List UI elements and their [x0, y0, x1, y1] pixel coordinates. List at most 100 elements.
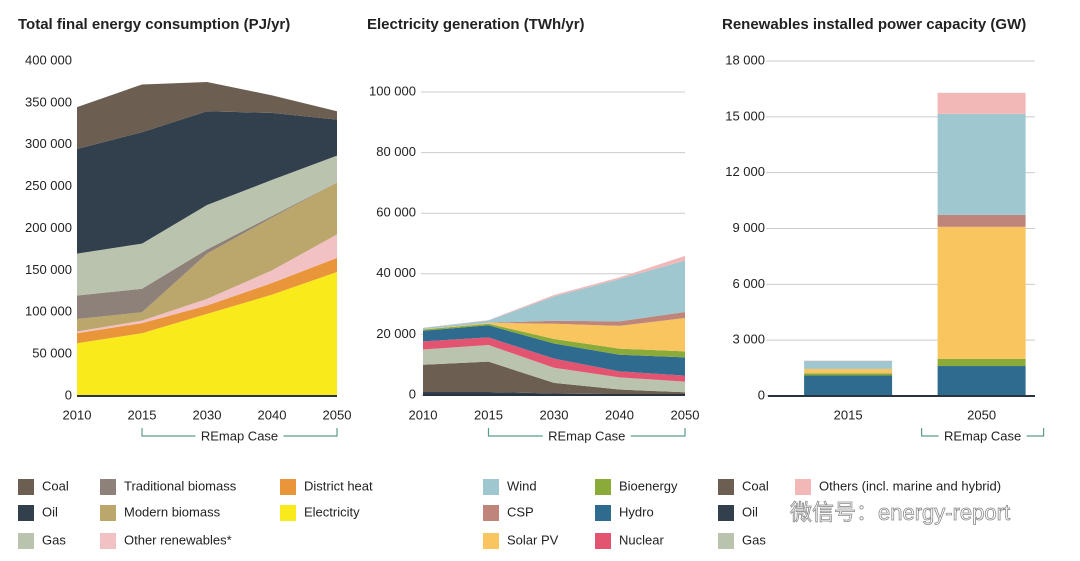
area — [423, 318, 685, 352]
y-tick-label: 40 000 — [376, 265, 416, 280]
legend-swatch — [18, 505, 34, 521]
y-tick-label: 80 000 — [376, 144, 416, 159]
y-tick-label: 15 000 — [725, 108, 765, 123]
y-tick-label: 20 000 — [376, 326, 416, 341]
watermark: 微信号：energy-report — [790, 500, 1010, 525]
legend-swatch — [718, 479, 734, 495]
area — [77, 182, 337, 332]
y-tick-label: 350 000 — [25, 94, 72, 109]
y-tick-label: 100 000 — [25, 304, 72, 319]
x-tick-label: 2050 — [671, 407, 700, 422]
legend-label: Gas — [42, 532, 66, 547]
legend-label: Electricity — [304, 504, 360, 519]
legend-label: Gas — [742, 532, 766, 547]
area — [77, 111, 337, 254]
legend-swatch — [18, 479, 34, 495]
legend-label: Wind — [507, 478, 537, 493]
x-tick-label: 2015 — [834, 407, 863, 422]
legend-label: Nuclear — [619, 532, 664, 547]
area — [423, 260, 685, 330]
legend-label: District heat — [304, 478, 373, 493]
y-tick-label: 12 000 — [725, 164, 765, 179]
bar-segment — [937, 366, 1026, 396]
annotation: REmap Case — [548, 428, 625, 443]
legend-swatch — [718, 505, 734, 521]
bar-segment — [937, 226, 1026, 359]
y-tick-label: 50 000 — [32, 346, 72, 361]
chart-title: Electricity generation (TWh/yr) — [367, 16, 585, 33]
legend-swatch — [100, 479, 116, 495]
legend-label: Bioenergy — [619, 478, 678, 493]
bar-segment — [937, 113, 1026, 215]
bar-segment — [804, 373, 893, 376]
area — [423, 345, 685, 393]
y-tick-label: 250 000 — [25, 178, 72, 193]
x-tick-label: 2050 — [967, 407, 996, 422]
y-tick-label: 6 000 — [732, 276, 765, 291]
legend-swatch — [100, 533, 116, 549]
legend-label: Coal — [42, 478, 69, 493]
legend-label: Traditional biomass — [124, 478, 237, 493]
area — [77, 272, 337, 396]
y-tick-label: 150 000 — [25, 262, 72, 277]
annotation: REmap Case — [944, 428, 1021, 443]
area — [77, 155, 337, 296]
legend-swatch — [483, 533, 499, 549]
legend-swatch — [100, 505, 116, 521]
y-tick-label: 400 000 — [25, 52, 72, 67]
annotation: REmap Case — [201, 428, 278, 443]
legend-swatch — [595, 533, 611, 549]
bar-segment — [804, 369, 893, 374]
area — [423, 323, 685, 358]
legend-swatch — [595, 479, 611, 495]
bar-segment — [937, 214, 1026, 227]
bar-segment — [937, 358, 1026, 367]
bar-segment — [937, 92, 1026, 114]
legend-label: Oil — [742, 504, 758, 519]
area — [423, 311, 685, 330]
legend-label: Modern biomass — [124, 504, 221, 519]
legend-label: Solar PV — [507, 532, 559, 547]
legend-label: Oil — [42, 504, 58, 519]
x-tick-label: 2010 — [409, 407, 438, 422]
bar-segment — [804, 375, 893, 396]
chart-title: Total final energy consumption (PJ/yr) — [18, 16, 290, 33]
y-tick-label: 60 000 — [376, 205, 416, 220]
y-tick-label: 9 000 — [732, 220, 765, 235]
legend-label: Hydro — [619, 504, 654, 519]
bracket-label-bg — [542, 429, 631, 443]
legend-swatch — [18, 533, 34, 549]
area — [423, 325, 685, 376]
area — [423, 361, 685, 395]
x-tick-label: 2040 — [258, 407, 287, 422]
x-tick-label: 2010 — [63, 407, 92, 422]
bracket-label-bg — [938, 429, 1027, 443]
y-tick-label: 100 000 — [369, 83, 416, 98]
legend-swatch — [483, 505, 499, 521]
legend-swatch — [280, 505, 296, 521]
x-tick-label: 2015 — [474, 407, 503, 422]
y-tick-label: 0 — [65, 387, 72, 402]
y-tick-label: 0 — [409, 386, 416, 401]
legend-swatch — [595, 505, 611, 521]
area — [77, 257, 337, 344]
y-tick-label: 0 — [758, 387, 765, 402]
area — [77, 182, 337, 319]
legend-label: Coal — [742, 478, 769, 493]
y-tick-label: 3 000 — [732, 332, 765, 347]
y-tick-label: 200 000 — [25, 220, 72, 235]
legend-swatch — [795, 479, 811, 495]
legend-label: Other renewables* — [124, 532, 232, 547]
y-tick-label: 18 000 — [725, 52, 765, 67]
chart-title: Renewables installed power capacity (GW) — [722, 16, 1026, 33]
legend-swatch — [483, 479, 499, 495]
x-tick-label: 2015 — [128, 407, 157, 422]
bracket-label-bg — [195, 429, 284, 443]
legend-swatch — [718, 533, 734, 549]
x-tick-label: 2050 — [323, 407, 352, 422]
y-tick-label: 300 000 — [25, 136, 72, 151]
legend-label: Others (incl. marine and hybrid) — [819, 478, 1001, 493]
x-tick-label: 2030 — [540, 407, 569, 422]
legend-swatch — [280, 479, 296, 495]
